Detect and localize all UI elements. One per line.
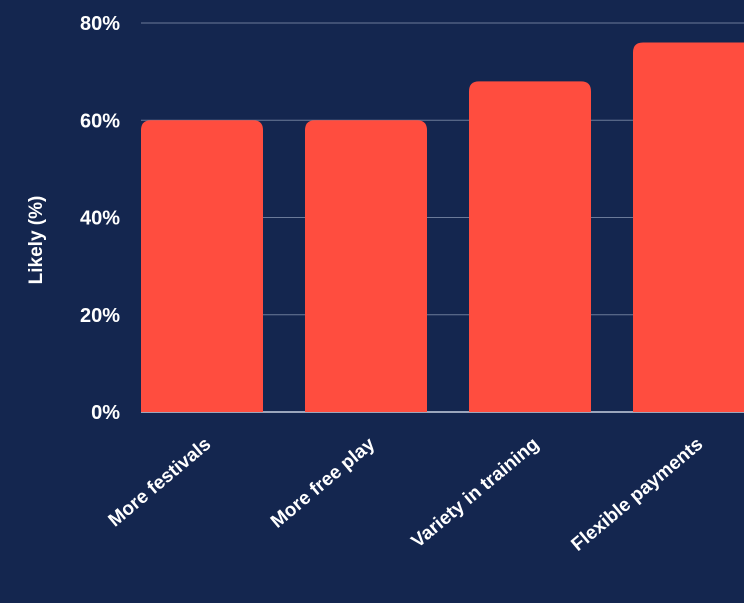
y-tick-label: 20%: [80, 305, 120, 327]
y-tick-label: 60%: [80, 110, 120, 132]
x-category-labels: More festivals More free play Variety in t…: [105, 433, 708, 555]
x-category-label: Flexible payments: [568, 434, 708, 556]
y-tick-label: 0%: [91, 402, 120, 424]
x-category-label: More free play: [267, 433, 380, 532]
bar-variety-in-training: [469, 81, 591, 412]
bars: [141, 42, 744, 412]
bar-more-festivals: [141, 120, 263, 412]
x-category-label: Variety in training: [408, 434, 544, 553]
bar-flexible-payments: [633, 42, 744, 412]
y-tick-label: 40%: [80, 208, 120, 230]
bar-more-free-play: [305, 120, 427, 412]
x-category-label: More festivals: [105, 434, 216, 532]
y-tick-labels: 0% 20% 40% 60% 80%: [80, 13, 120, 424]
y-axis-title: Likely (%): [26, 196, 47, 285]
y-tick-label: 80%: [80, 13, 120, 35]
